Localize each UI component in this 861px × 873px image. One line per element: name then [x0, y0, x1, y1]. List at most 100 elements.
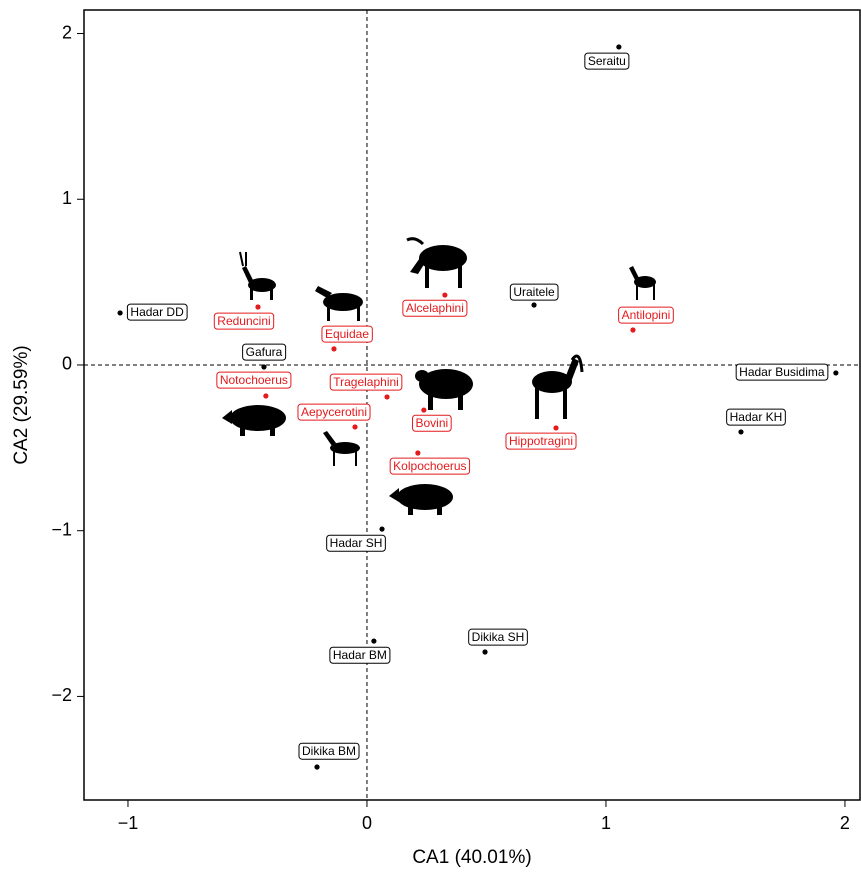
point-label-text: Seraitu: [588, 54, 626, 68]
point-label-text: Dikika SH: [472, 630, 525, 644]
point: [371, 638, 377, 644]
point-label: Notochoerus: [216, 371, 292, 389]
label-box: [584, 52, 630, 70]
point-label-text: Equidae: [325, 327, 369, 341]
point-label: Reduncini: [213, 312, 275, 330]
point-label: Kolpochoerus: [389, 457, 471, 475]
x-tick-label: 0: [362, 813, 372, 833]
point-label-text: Kolpochoerus: [393, 459, 466, 473]
point-label: Equidae: [321, 325, 373, 343]
y-tick-label: 2: [62, 22, 72, 42]
x-tick-label: 1: [601, 813, 611, 833]
y-tick-label: 1: [62, 188, 72, 208]
label-box: [509, 283, 559, 301]
point: [415, 450, 421, 456]
point-label: Hadar Busidima: [735, 363, 829, 381]
point-label: Antilopini: [618, 306, 674, 324]
point-label-text: Hadar DD: [130, 305, 184, 319]
label-box: [216, 371, 292, 389]
x-axis-label: CA1 (40.01%): [412, 847, 531, 868]
label-box: [297, 403, 371, 421]
point-label-text: Antilopini: [622, 308, 671, 322]
point-label-text: Tragelaphini: [333, 375, 399, 389]
point-label: Seraitu: [584, 52, 630, 70]
point-label-text: Notochoerus: [220, 373, 288, 387]
y-tick-label: −1: [51, 519, 72, 539]
point: [117, 310, 123, 316]
x-tick-label: 2: [840, 813, 850, 833]
point: [553, 425, 559, 431]
label-box: [468, 628, 528, 646]
point: [255, 304, 261, 310]
impala-aepycerotini: [323, 431, 360, 466]
point: [331, 346, 337, 352]
point: [833, 370, 839, 376]
point-label-text: Gafura: [246, 345, 283, 359]
label-box: [321, 325, 373, 343]
point-label-text: Hadar KH: [730, 410, 783, 424]
y-tick-label: −2: [51, 685, 72, 705]
pig-notochoerus: [222, 405, 286, 436]
wildebeest-alcelaphini: [406, 237, 467, 288]
label-box: [505, 432, 577, 450]
point-label: Hadar DD: [126, 303, 188, 321]
point-label-text: Hippotragini: [509, 434, 573, 448]
label-box: [618, 306, 674, 324]
point: [263, 393, 269, 399]
x-tick-label: −1: [118, 813, 139, 833]
point-label: Bovini: [411, 414, 452, 432]
point-label: Hadar SH: [326, 534, 386, 552]
label-box: [242, 343, 287, 361]
label-box: [402, 299, 468, 317]
point-label-text: Alcelaphini: [406, 301, 464, 315]
point-label: Gafura: [242, 343, 287, 361]
point: [442, 292, 448, 298]
plot-frame: [83, 9, 861, 801]
buffalo-bovini: [415, 369, 473, 410]
silhouettes: [222, 237, 656, 515]
point-label: Hippotragini: [505, 432, 577, 450]
y-tick-label: 0: [62, 354, 72, 374]
point: [531, 302, 537, 308]
point-label-text: Hadar BM: [333, 648, 387, 662]
antelope-reduncini: [239, 251, 276, 300]
point: [616, 44, 622, 50]
label-box: [329, 646, 391, 664]
label-box: [726, 408, 786, 426]
point-label: Hadar BM: [329, 646, 391, 664]
point: [352, 424, 358, 430]
point: [630, 327, 636, 333]
label-box: [126, 303, 188, 321]
point-label: Tragelaphini: [329, 373, 403, 391]
label-box: [735, 363, 829, 381]
point-label-text: Hadar Busidima: [739, 365, 825, 379]
point-label: Alcelaphini: [402, 299, 468, 317]
point-label-text: Hadar SH: [330, 536, 383, 550]
label-box: [298, 742, 360, 760]
sable-hippotragini: [532, 354, 584, 419]
point-label: Hadar KH: [726, 408, 786, 426]
point-label-text: Uraitele: [513, 285, 555, 299]
y-axis-label: CA2 (29.59%): [11, 345, 32, 464]
gazelle-antilopini: [629, 266, 656, 300]
point: [482, 649, 488, 655]
point: [738, 429, 744, 435]
point-label: Dikika SH: [468, 628, 528, 646]
zebra-equidae: [315, 286, 363, 321]
label-box: [329, 373, 403, 391]
label-box: [389, 457, 471, 475]
point: [421, 407, 427, 413]
point: [384, 394, 390, 400]
point: [379, 526, 385, 532]
point-label: Dikika BM: [298, 742, 360, 760]
point-label-text: Dikika BM: [302, 744, 356, 758]
point-label: Uraitele: [509, 283, 559, 301]
point-label-text: Reduncini: [217, 314, 270, 328]
pig-kolpochoerus: [389, 484, 453, 515]
label-box: [411, 414, 452, 432]
point-label: Aepycerotini: [297, 403, 371, 421]
label-box: [213, 312, 275, 330]
point-label-text: Aepycerotini: [301, 405, 367, 419]
point: [314, 764, 320, 770]
